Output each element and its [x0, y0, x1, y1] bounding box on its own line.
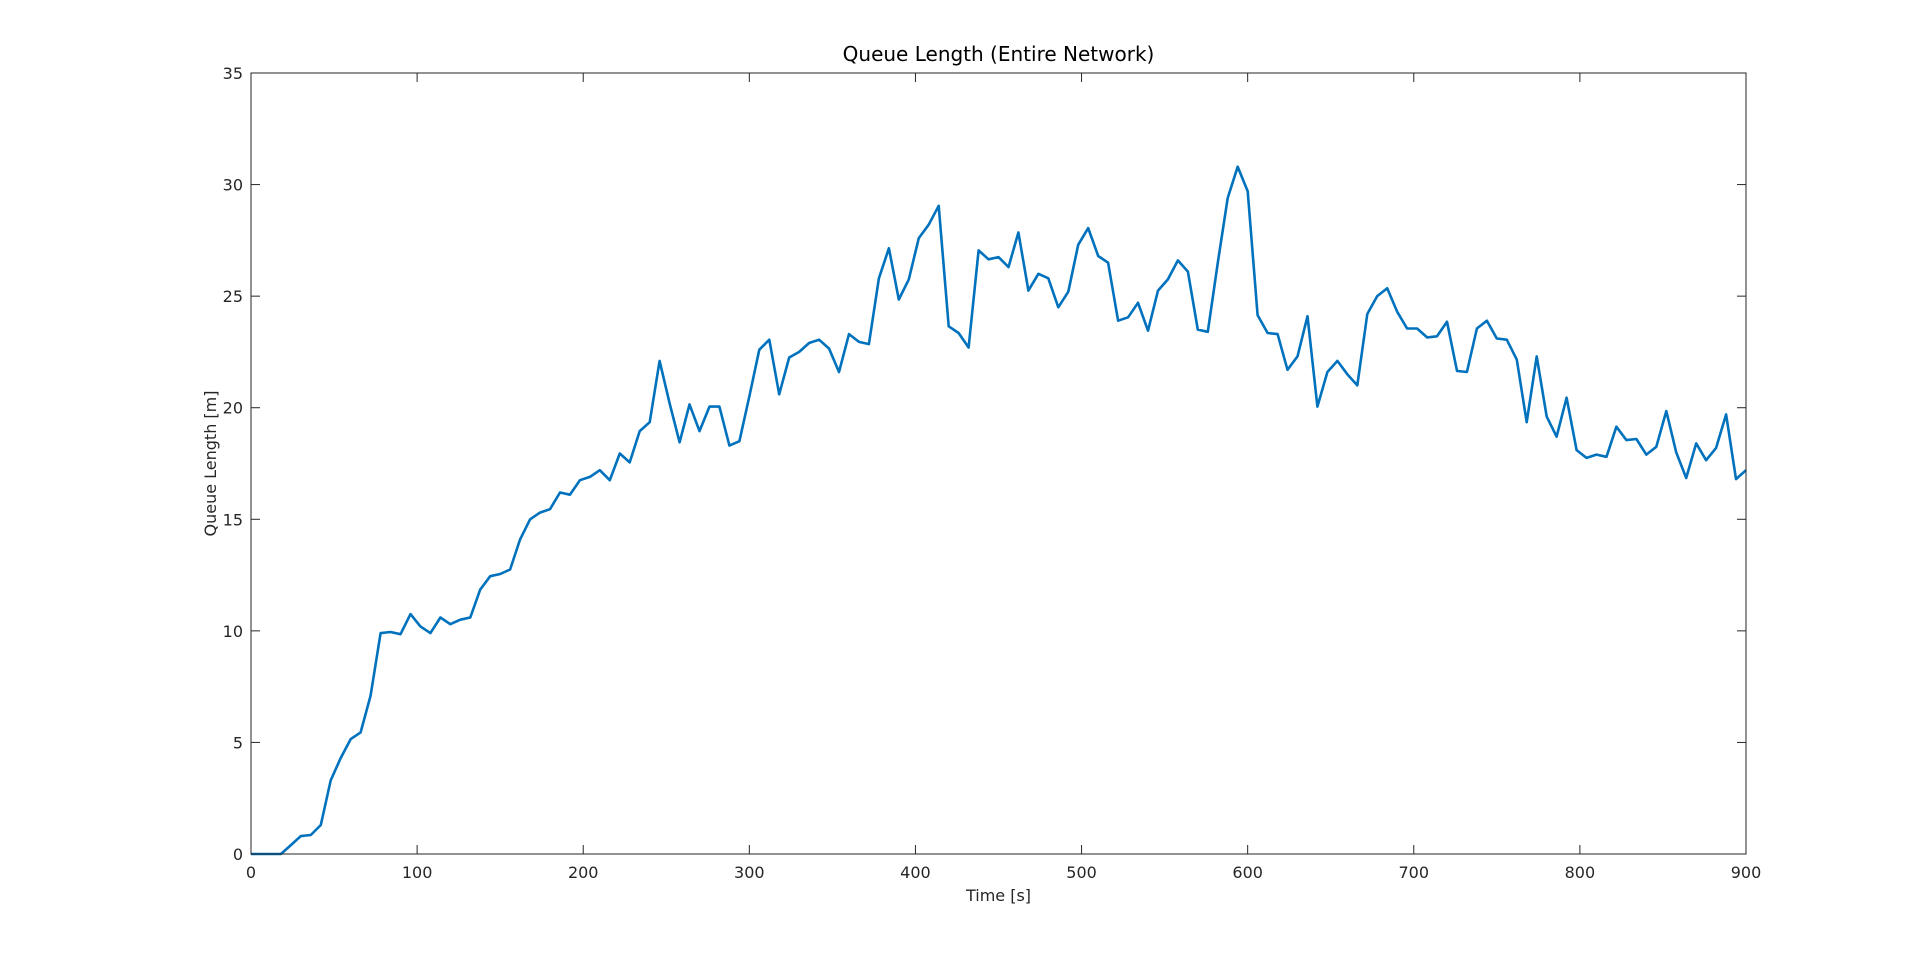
y-tick-label: 5	[233, 733, 243, 752]
x-tick-label: 200	[568, 863, 599, 882]
x-tick-label: 900	[1731, 863, 1762, 882]
y-tick-label: 30	[223, 176, 243, 195]
x-tick-label: 500	[1066, 863, 1097, 882]
x-tick-label: 800	[1565, 863, 1596, 882]
y-tick-label: 10	[223, 622, 243, 641]
x-tick-label: 100	[402, 863, 433, 882]
queue-length-series-line	[251, 165, 1747, 856]
x-tick-label: 0	[246, 863, 256, 882]
y-tick-label: 20	[223, 399, 243, 418]
chart-title: Queue Length (Entire Network)	[843, 42, 1155, 66]
y-tick-label: 35	[223, 64, 243, 83]
y-tick-label: 0	[233, 845, 243, 864]
plot-area	[251, 73, 1746, 854]
x-axis-label: Time [s]	[965, 886, 1031, 905]
plot-box	[250, 72, 1747, 855]
series-layer	[251, 165, 1747, 856]
x-tick-label: 600	[1232, 863, 1263, 882]
y-tick-label: 25	[223, 287, 243, 306]
axis-tick-labels: 0 100 200 300 400 500 600 700 800 900 0 5 10 15 20 25 30…	[223, 64, 1762, 882]
y-tick-label: 15	[223, 510, 243, 529]
x-tick-label: 300	[734, 863, 765, 882]
x-tick-label: 700	[1399, 863, 1430, 882]
x-tick-label: 400	[900, 863, 931, 882]
y-axis-label: Queue Length [m]	[201, 391, 220, 537]
